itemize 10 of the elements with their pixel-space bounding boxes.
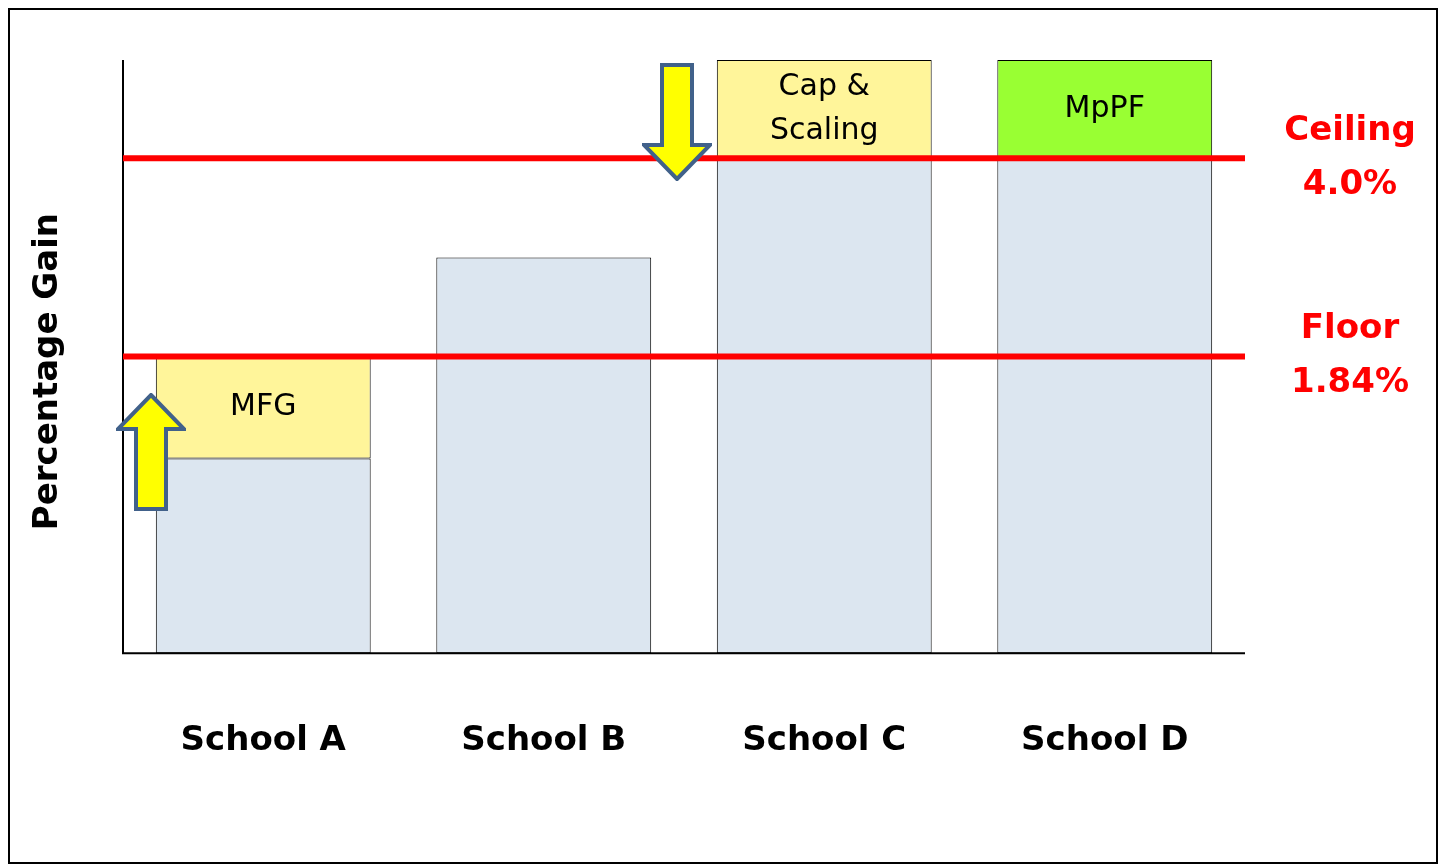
data-label: MpPF xyxy=(1064,88,1145,124)
ref-line-label: Ceiling 4.0% xyxy=(1284,108,1416,203)
data-label: Cap & Scaling xyxy=(769,66,879,146)
data-label: MFG xyxy=(230,387,297,423)
x-tick-label: School A xyxy=(180,718,347,759)
x-tick-label: School D xyxy=(1021,718,1189,759)
ref-line-label: Floor 1.84% xyxy=(1291,306,1409,401)
x-tick-label: School B xyxy=(461,718,627,759)
y-axis-title: Percentage Gain xyxy=(24,212,65,531)
x-tick-label: School C xyxy=(742,718,907,759)
